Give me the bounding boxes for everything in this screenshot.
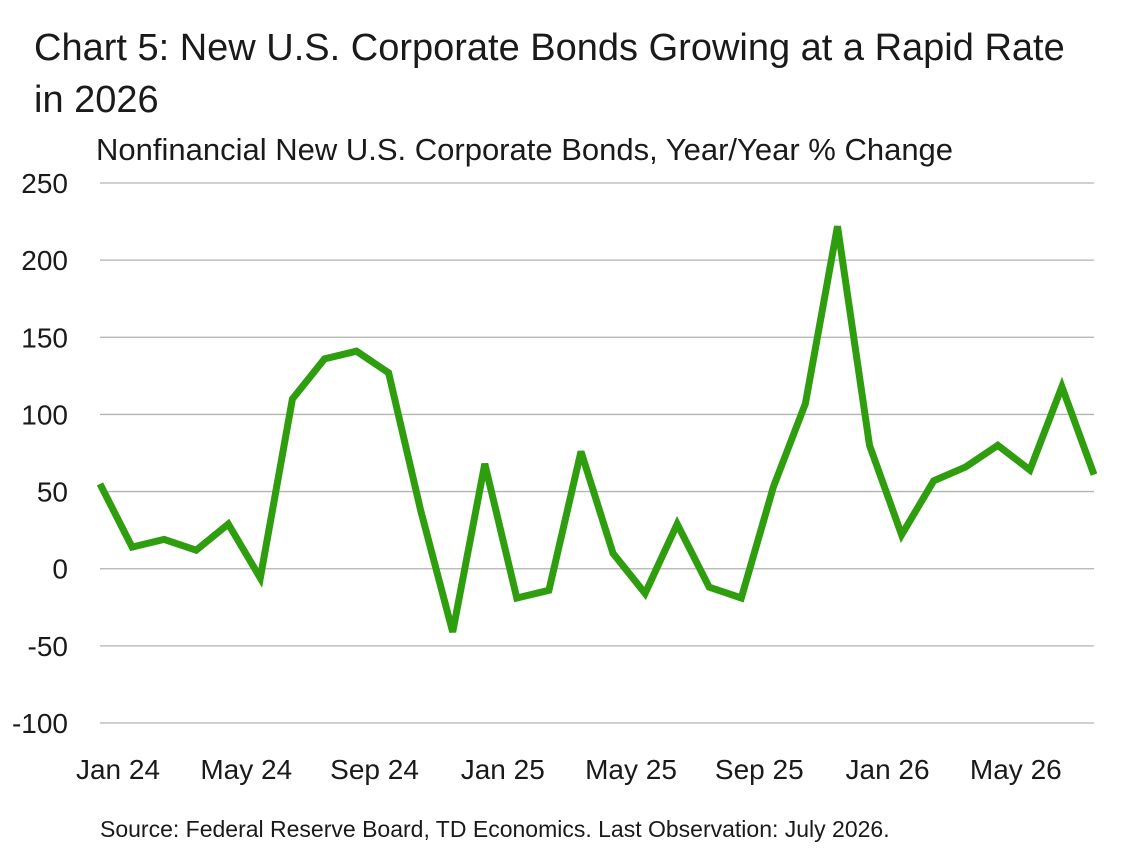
x-tick-label: Sep 24	[330, 754, 419, 785]
gridlines	[100, 182, 1094, 724]
x-tick-label: Jan 26	[846, 754, 930, 785]
x-tick-label: May 24	[200, 754, 292, 785]
y-axis-tick-labels: -100 -50 0 50 100 150 200 250	[12, 168, 68, 739]
y-tick-label: 250	[21, 168, 68, 199]
y-tick-label: 150	[21, 322, 68, 353]
x-tick-label: May 25	[585, 754, 677, 785]
x-tick-label: Jan 25	[461, 754, 545, 785]
y-tick-label: 200	[21, 245, 68, 276]
x-tick-label: May 26	[970, 754, 1062, 785]
chart-subtitle: Nonfinancial New U.S. Corporate Bonds, Y…	[96, 132, 954, 167]
x-axis-tick-labels: Jan 24 May 24 Sep 24 Jan 25 May 25 Sep 25 Jan …	[76, 754, 1062, 785]
series-lines	[96, 225, 1098, 633]
y-tick-label: -50	[28, 631, 68, 662]
source-note: Source: Federal Reserve Board, TD Econom…	[100, 816, 890, 842]
series-line	[96, 225, 1098, 633]
y-tick-label: 0	[52, 554, 68, 585]
x-tick-label: Sep 25	[715, 754, 804, 785]
y-tick-label: 100	[21, 399, 68, 430]
chart-title: Chart 5: New U.S. Corporate Bonds Growin…	[34, 27, 1065, 121]
x-tick-label: Jan 24	[76, 754, 160, 785]
y-tick-label: 50	[37, 477, 68, 508]
y-tick-label: -100	[12, 708, 68, 739]
